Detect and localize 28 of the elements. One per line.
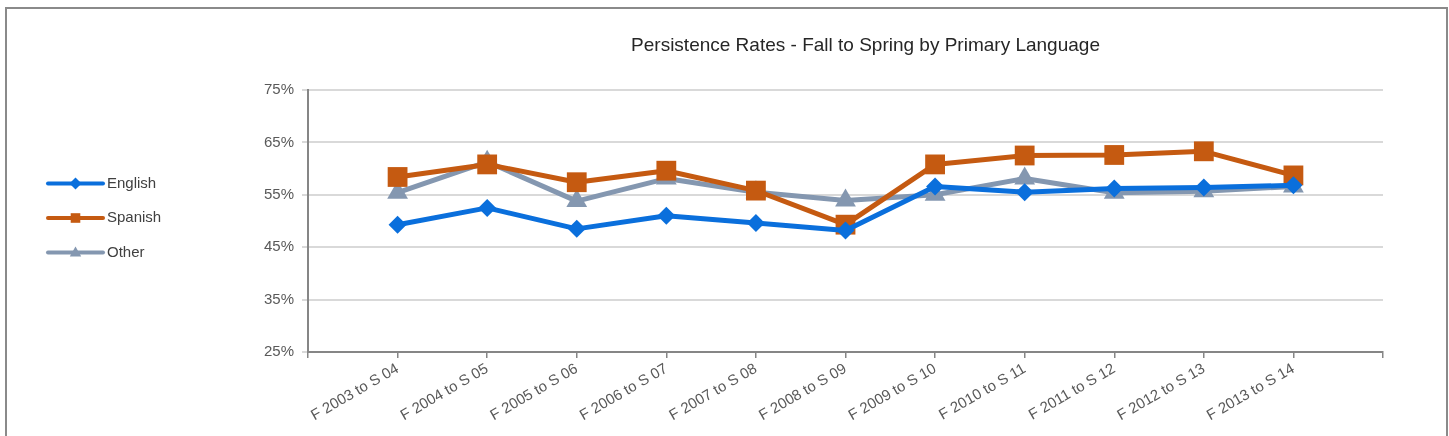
y-tick-label: 65% [263, 132, 294, 150]
point [478, 198, 497, 217]
point [925, 154, 945, 175]
y-tick-label: 45% [263, 237, 294, 255]
point [657, 206, 676, 225]
x-tick-label: F 2006 to S 07 [576, 359, 670, 424]
point [1104, 145, 1125, 165]
point [1193, 141, 1214, 162]
y-tick-label: 75% [263, 80, 294, 98]
point [926, 177, 945, 196]
legend-label: Spanish [107, 208, 162, 226]
point [656, 160, 677, 181]
point [746, 214, 765, 233]
y-tick-label: 55% [263, 184, 294, 202]
y-tick-label: 25% [263, 342, 294, 360]
point [477, 154, 498, 175]
point [387, 167, 408, 187]
x-tick-label: F 2004 to S 05 [397, 359, 491, 424]
point [566, 172, 587, 193]
legend-label: Other [107, 242, 145, 260]
point [1015, 183, 1034, 202]
chart-title: Persistence Rates - Fall to Spring by Primary Language [631, 34, 1100, 56]
legend-label: English [107, 173, 157, 191]
y-tick-label: 35% [263, 289, 294, 307]
point [388, 215, 407, 234]
point [1014, 145, 1035, 166]
point [567, 219, 586, 238]
point [836, 221, 855, 240]
